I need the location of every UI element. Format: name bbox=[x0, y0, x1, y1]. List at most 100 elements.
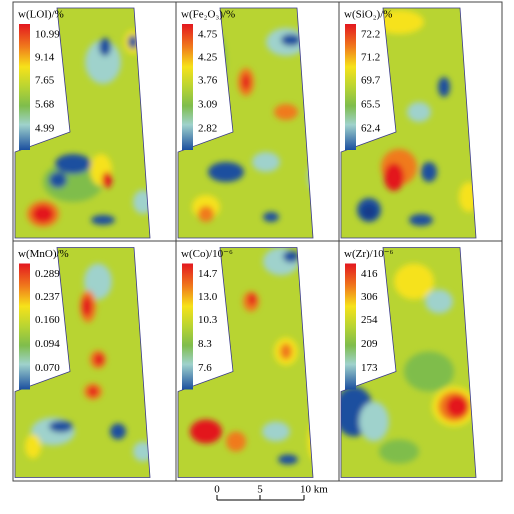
contour-zone bbox=[280, 343, 292, 360]
contour-zone bbox=[248, 293, 256, 306]
contour-zone bbox=[471, 42, 476, 82]
contour-zone bbox=[252, 152, 280, 172]
legend-label: 14.7 bbox=[198, 268, 218, 280]
map-outline bbox=[340, 7, 477, 239]
legend-label: 10.3 bbox=[198, 314, 218, 326]
legend-label: 0.289 bbox=[35, 268, 60, 280]
legend-label: 72.2 bbox=[361, 29, 380, 41]
legend-label: 0.094 bbox=[35, 338, 60, 350]
panel-title: w(Fe₂O₃)/% bbox=[181, 9, 235, 21]
contour-zone bbox=[84, 263, 112, 300]
legend-bar bbox=[182, 24, 193, 150]
contour-zone bbox=[308, 162, 313, 192]
legend-label: 7.65 bbox=[35, 75, 55, 87]
map-outline bbox=[14, 247, 151, 478]
contour-blobs bbox=[25, 263, 150, 462]
legend-label: 62.4 bbox=[361, 123, 381, 135]
scale-label: 0 bbox=[214, 484, 220, 496]
contour-zone bbox=[147, 95, 150, 119]
legend-label: 254 bbox=[361, 314, 378, 326]
contour-zone bbox=[425, 289, 453, 314]
legend-label: 69.7 bbox=[361, 75, 381, 87]
map-panel: w(LOI)/% 10.99 9.14 7.65 5.68 4.99 bbox=[14, 7, 151, 239]
legend-label: 3.09 bbox=[198, 99, 218, 111]
contour-zone bbox=[274, 104, 298, 120]
contour-blobs bbox=[341, 263, 476, 464]
legend-bar bbox=[19, 263, 30, 390]
contour-zone bbox=[128, 35, 138, 49]
legend-label: 7.6 bbox=[198, 362, 212, 374]
contour-zone bbox=[102, 172, 112, 188]
contour-zone bbox=[374, 10, 424, 34]
contour-zone bbox=[49, 420, 73, 433]
contour-zone bbox=[263, 212, 279, 222]
scale-label: 5 bbox=[257, 484, 263, 496]
contour-zone bbox=[32, 205, 54, 223]
legend-label: 4.25 bbox=[198, 52, 218, 64]
legend-label: 209 bbox=[361, 338, 378, 350]
legend-label: 2.82 bbox=[198, 123, 217, 135]
contour-fill bbox=[341, 247, 476, 478]
legend-bar bbox=[182, 263, 193, 390]
contour-zone bbox=[362, 205, 376, 219]
contour-zone bbox=[82, 296, 92, 317]
contour-zone bbox=[226, 431, 246, 452]
contour-zone bbox=[91, 215, 115, 225]
legend-label: 71.2 bbox=[361, 52, 380, 64]
legend-label: 4.99 bbox=[35, 123, 55, 135]
contour-zone bbox=[110, 423, 126, 440]
contour-zone bbox=[198, 206, 214, 222]
contour-zone bbox=[281, 34, 301, 46]
contour-zone bbox=[384, 163, 404, 191]
map-panel: w(MnO)/% 0.289 0.237 0.160 0.094 0.070 bbox=[14, 247, 151, 478]
legend-bar bbox=[345, 263, 356, 390]
contour-zone bbox=[283, 250, 299, 263]
contour-zone bbox=[88, 386, 98, 397]
legend-label: 4.75 bbox=[198, 29, 218, 41]
contour-zone bbox=[407, 102, 431, 122]
legend-bar bbox=[19, 24, 30, 150]
map-panel: w(Fe₂O₃)/% 4.75 4.25 3.76 3.09 2.82 bbox=[177, 7, 314, 239]
legend-label: 5.68 bbox=[35, 99, 55, 111]
map-outline bbox=[177, 247, 314, 478]
legend-label: 306 bbox=[361, 291, 378, 303]
legend-label: 173 bbox=[361, 362, 378, 374]
contour-zone bbox=[438, 77, 450, 97]
contour-zone bbox=[278, 454, 298, 465]
map-panel: w(Co)/10⁻⁶ 14.7 13.0 10.3 8.3 7.6 bbox=[177, 247, 314, 478]
contour-zone bbox=[49, 172, 67, 188]
legend-label: 9.14 bbox=[35, 52, 55, 64]
legend-bar bbox=[345, 24, 356, 150]
contour-zone bbox=[262, 421, 290, 442]
contour-zone bbox=[359, 401, 389, 442]
legend-label: 0.070 bbox=[35, 362, 60, 374]
contour-zone bbox=[94, 353, 104, 366]
map-panel: w(SiO₂)/% 72.2 71.2 69.7 65.5 62.4 bbox=[340, 7, 477, 239]
contour-zone bbox=[25, 434, 41, 459]
legend-label: 3.76 bbox=[198, 75, 218, 87]
map-outline bbox=[177, 7, 314, 239]
panel-title: w(Co)/10⁻⁶ bbox=[181, 248, 233, 260]
legend-label: 10.99 bbox=[35, 29, 60, 41]
legend-label: 0.160 bbox=[35, 314, 60, 326]
map-outline bbox=[340, 247, 477, 478]
contour-zone bbox=[459, 182, 476, 212]
legend-label: 8.3 bbox=[198, 338, 212, 350]
contour-zone bbox=[99, 38, 111, 56]
contour-zone bbox=[379, 439, 419, 464]
contour-blobs bbox=[27, 30, 150, 227]
contour-zone bbox=[446, 395, 468, 418]
legend-label: 0.237 bbox=[35, 291, 60, 303]
map-panel: w(Zr)/10⁻⁶ 416 306 254 209 173 bbox=[340, 247, 477, 478]
legend-label: 13.0 bbox=[198, 291, 218, 303]
contour-zone bbox=[409, 214, 433, 226]
legend-label: 416 bbox=[361, 268, 378, 280]
scale-label: 10 km bbox=[300, 484, 328, 496]
contour-zone bbox=[55, 154, 91, 174]
contour-zone bbox=[133, 441, 150, 462]
contour-zone bbox=[394, 263, 434, 300]
contour-zone bbox=[190, 419, 222, 444]
contour-zone bbox=[421, 162, 437, 182]
panel-title: w(LOI)/% bbox=[18, 9, 64, 21]
